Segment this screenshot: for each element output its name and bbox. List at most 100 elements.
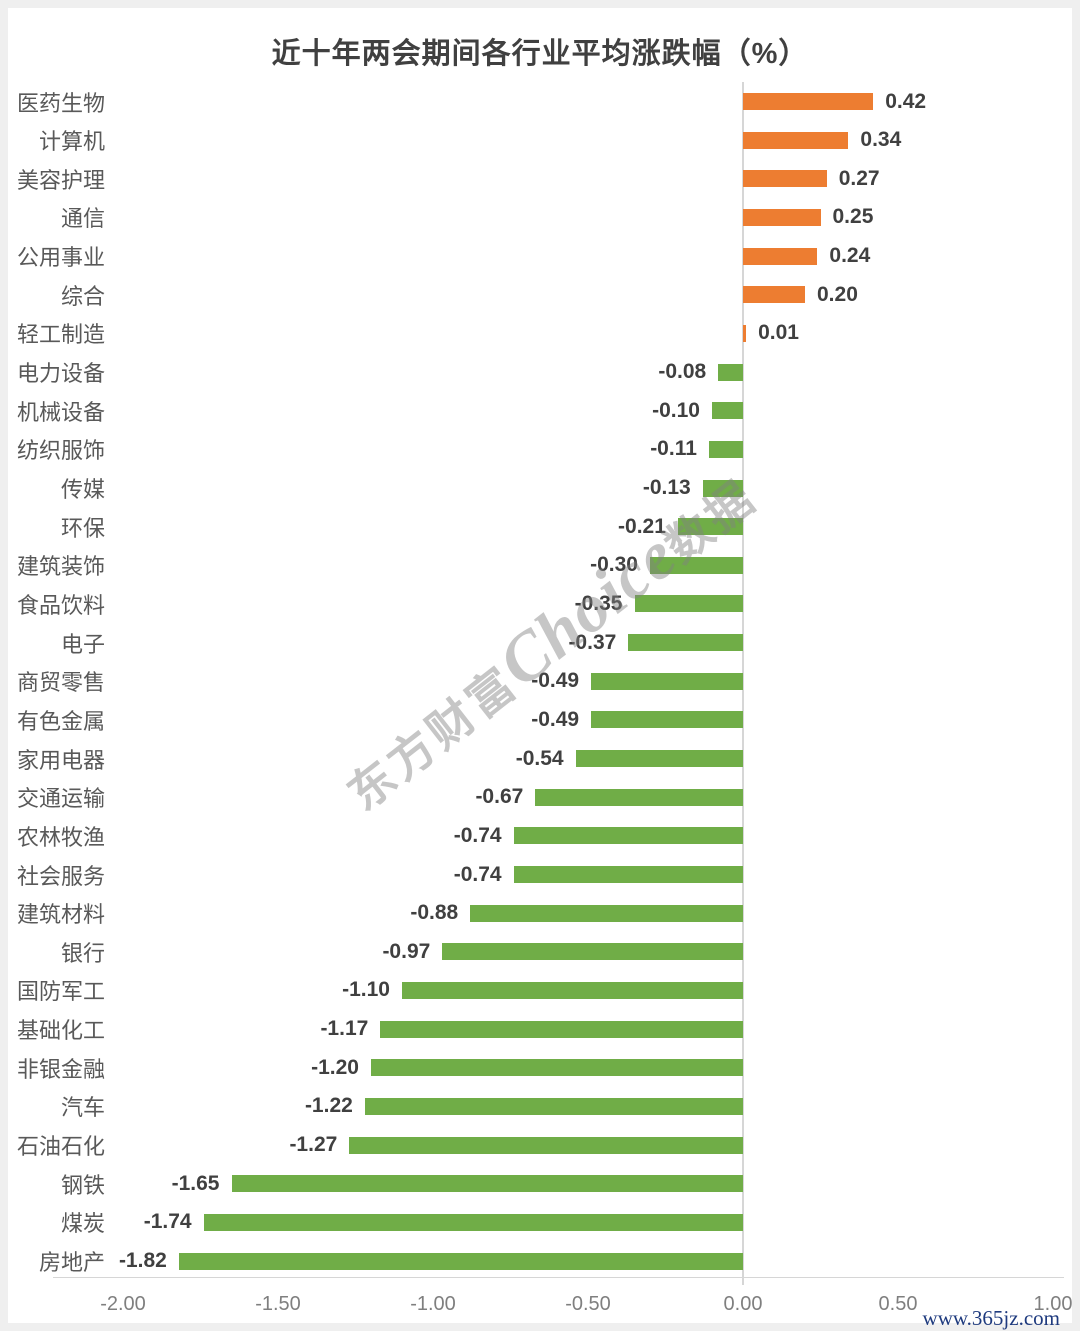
- value-label: -1.82: [118, 1249, 167, 1272]
- value-label: -1.17: [320, 1017, 369, 1041]
- value-label: -0.88: [410, 901, 459, 925]
- value-label: -0.54: [515, 746, 564, 770]
- site-credit: www.365jz.com: [922, 1306, 1060, 1330]
- bar: [650, 556, 743, 574]
- bar: [231, 1175, 743, 1193]
- category-label: 纺织服饰: [16, 438, 105, 464]
- value-label: -0.97: [382, 939, 431, 963]
- category-label: 煤炭: [60, 1211, 105, 1237]
- category-label: 家用电器: [16, 747, 105, 773]
- chart-title: 近十年两会期间各行业平均涨跌幅（%）: [271, 38, 809, 70]
- value-label: -1.27: [289, 1133, 338, 1157]
- x-tick-label: -1.00: [410, 1293, 456, 1315]
- category-label: 钢铁: [60, 1172, 105, 1198]
- x-tick-label: 0.50: [878, 1293, 918, 1315]
- value-label: -0.35: [574, 591, 623, 615]
- bar: [470, 904, 743, 922]
- x-tick-label: 1.00: [1033, 1293, 1073, 1315]
- bar: [513, 827, 743, 845]
- category-label: 电子: [60, 631, 105, 657]
- bar: [349, 1136, 743, 1154]
- category-label: 综合: [60, 283, 105, 309]
- bar: [591, 672, 743, 690]
- value-label: -0.13: [642, 476, 691, 499]
- category-label: 公用事业: [16, 245, 105, 271]
- bar: [743, 93, 874, 110]
- value-label: -0.74: [453, 862, 502, 886]
- zero-axis-line: [742, 82, 744, 1285]
- category-label: 传媒: [60, 477, 105, 502]
- x-axis-line: [53, 1277, 1064, 1278]
- value-label: 0.24: [829, 244, 871, 268]
- bar: [702, 479, 743, 497]
- category-label: 基础化工: [16, 1018, 105, 1044]
- bar: [743, 247, 818, 265]
- value-label: -0.67: [475, 785, 524, 809]
- bar: [535, 788, 743, 806]
- category-label: 建筑材料: [16, 902, 105, 928]
- category-label: 计算机: [38, 129, 105, 155]
- category-label: 交通运输: [16, 786, 105, 812]
- category-label: 建筑装饰: [16, 554, 105, 580]
- bar: [364, 1097, 743, 1115]
- bar: [371, 1059, 743, 1077]
- chart-panel: 近十年两会期间各行业平均涨跌幅（%） 医药生物 0.42 计算机 0.34 美容护理 0.…: [8, 8, 1072, 1330]
- bar: [628, 634, 743, 652]
- value-label: 0.25: [832, 205, 874, 229]
- x-tick-label: -1.50: [255, 1293, 301, 1315]
- bar: [743, 131, 849, 149]
- category-label: 汽车: [60, 1095, 105, 1121]
- category-label: 有色金属: [16, 708, 105, 734]
- value-label: -0.49: [531, 707, 580, 731]
- value-label: -0.49: [531, 669, 580, 693]
- value-label: -0.11: [650, 437, 697, 461]
- category-label: 通信: [60, 206, 105, 232]
- x-tick-label: -0.50: [565, 1293, 611, 1315]
- bar: [380, 1020, 743, 1038]
- category-label: 轻工制造: [16, 322, 105, 348]
- bar: [718, 363, 743, 381]
- bar: [203, 1213, 743, 1231]
- bar: [513, 866, 743, 883]
- category-label: 国防军工: [16, 979, 105, 1005]
- category-label: 社会服务: [16, 863, 105, 889]
- bar: [677, 518, 743, 536]
- bar: [712, 402, 743, 420]
- value-label: -1.74: [143, 1210, 192, 1234]
- value-label: -1.10: [342, 978, 390, 1002]
- value-label: -0.08: [658, 360, 707, 384]
- value-label: 0.42: [885, 89, 927, 113]
- bar: [743, 208, 821, 226]
- value-label: -0.74: [453, 823, 502, 847]
- bar: [442, 943, 743, 961]
- category-label: 商贸零售: [16, 670, 105, 696]
- category-label: 银行: [60, 940, 105, 966]
- x-tick-label: -2.00: [100, 1293, 146, 1315]
- bar: [634, 595, 743, 613]
- value-label: 0.34: [860, 128, 902, 152]
- bar: [743, 324, 747, 342]
- category-label: 机械设备: [16, 399, 105, 425]
- value-label: 0.01: [758, 321, 799, 345]
- value-label: -0.10: [652, 398, 700, 422]
- category-label: 医药生物: [16, 90, 105, 116]
- value-label: -0.21: [618, 514, 666, 538]
- category-label: 非银金融: [16, 1056, 105, 1082]
- category-label: 食品饮料: [16, 592, 105, 618]
- x-tick-label: 0.00: [723, 1293, 763, 1315]
- category-label: 美容护理: [16, 167, 105, 193]
- category-label: 房地产: [38, 1250, 105, 1275]
- value-label: 0.20: [817, 282, 858, 306]
- bar: [591, 711, 743, 729]
- value-label: -1.65: [171, 1171, 220, 1195]
- bar: [178, 1252, 743, 1270]
- bar: [743, 170, 827, 188]
- bar: [743, 286, 805, 304]
- category-label: 电力设备: [16, 361, 105, 387]
- value-label: 0.27: [838, 166, 880, 190]
- category-label: 农林牧渔: [16, 824, 105, 850]
- bar: [575, 750, 743, 768]
- value-label: -1.22: [304, 1094, 353, 1118]
- value-label: -0.30: [590, 553, 638, 577]
